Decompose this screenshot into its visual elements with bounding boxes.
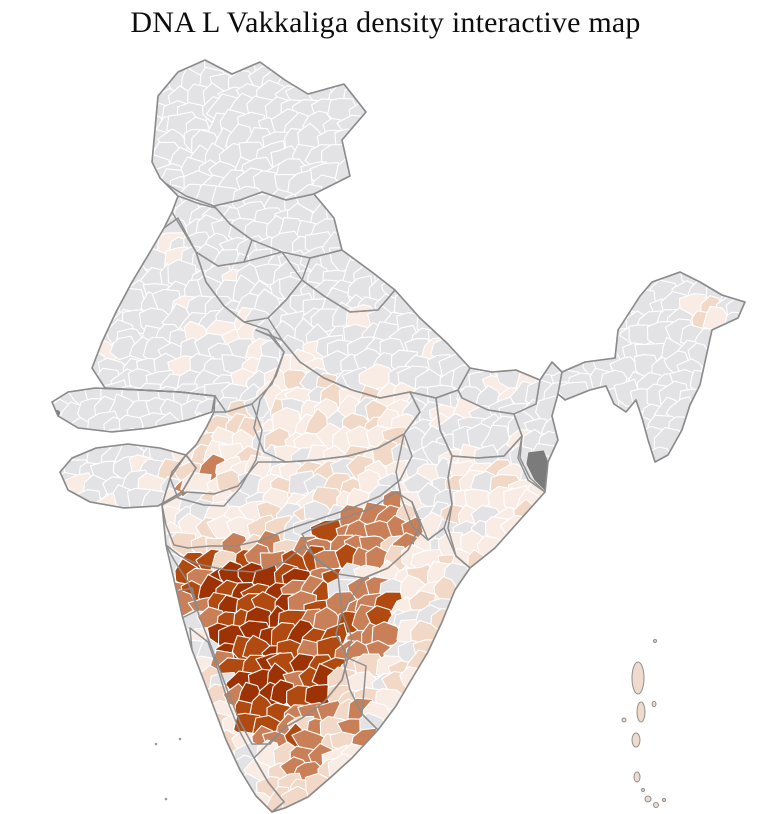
map-title: DNA L Vakkaliga density interactive map (130, 6, 641, 39)
district-mesh (52, 60, 745, 812)
coastline (51, 59, 746, 813)
islands (154, 639, 666, 808)
